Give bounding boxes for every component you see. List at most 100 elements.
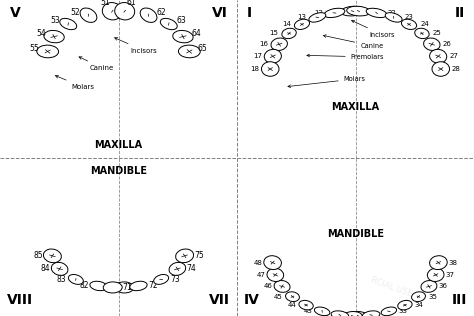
Ellipse shape <box>309 13 326 22</box>
Ellipse shape <box>60 18 77 30</box>
Text: 11: 11 <box>333 8 342 14</box>
Ellipse shape <box>432 62 449 76</box>
Text: 44: 44 <box>288 302 296 308</box>
Text: 85: 85 <box>33 251 43 260</box>
Ellipse shape <box>299 301 313 310</box>
Ellipse shape <box>274 281 290 292</box>
Text: 46: 46 <box>264 283 272 289</box>
Ellipse shape <box>346 6 370 16</box>
Text: 28: 28 <box>452 66 461 72</box>
Text: 13: 13 <box>297 15 306 21</box>
Text: 14: 14 <box>282 21 291 27</box>
Text: 64: 64 <box>191 29 201 38</box>
Ellipse shape <box>401 19 417 29</box>
Text: MANDIBLE: MANDIBLE <box>327 229 384 239</box>
Text: 84: 84 <box>41 264 50 273</box>
Ellipse shape <box>294 19 310 29</box>
Ellipse shape <box>178 45 200 58</box>
Text: I: I <box>246 6 252 20</box>
Text: 75: 75 <box>194 251 204 260</box>
Text: 65: 65 <box>198 44 207 53</box>
Text: 54: 54 <box>36 29 46 38</box>
Ellipse shape <box>271 38 287 51</box>
Text: VIII: VIII <box>7 293 33 307</box>
Text: IV: IV <box>244 293 260 307</box>
Ellipse shape <box>331 311 349 316</box>
Text: 63: 63 <box>177 16 187 25</box>
Text: MAXILLA: MAXILLA <box>94 140 143 150</box>
Ellipse shape <box>411 292 426 301</box>
Text: Incisors: Incisors <box>115 38 157 53</box>
Ellipse shape <box>366 8 387 18</box>
Text: 51: 51 <box>100 0 110 7</box>
Ellipse shape <box>140 8 157 22</box>
Ellipse shape <box>343 312 362 316</box>
Text: 23: 23 <box>405 15 413 21</box>
Ellipse shape <box>424 38 440 51</box>
Ellipse shape <box>44 249 61 263</box>
Text: 35: 35 <box>428 294 437 300</box>
Ellipse shape <box>362 311 380 316</box>
Ellipse shape <box>381 307 397 316</box>
Text: Premolars: Premolars <box>307 54 384 60</box>
Text: 45: 45 <box>274 294 283 300</box>
Text: 71: 71 <box>122 283 132 292</box>
Text: 47: 47 <box>256 272 265 278</box>
Text: Canine: Canine <box>79 57 114 71</box>
Ellipse shape <box>44 30 64 43</box>
Text: 52: 52 <box>71 8 80 16</box>
Ellipse shape <box>160 18 177 30</box>
Ellipse shape <box>68 275 83 284</box>
Text: 16: 16 <box>259 41 268 47</box>
Text: 22: 22 <box>388 10 396 16</box>
Ellipse shape <box>173 30 193 43</box>
Ellipse shape <box>415 28 429 39</box>
Text: 38: 38 <box>448 260 457 266</box>
Ellipse shape <box>264 256 282 270</box>
Ellipse shape <box>115 3 135 20</box>
Text: VII: VII <box>209 293 230 307</box>
Text: 34: 34 <box>415 302 424 308</box>
Text: 53: 53 <box>50 16 60 25</box>
Text: III: III <box>452 293 467 307</box>
Ellipse shape <box>37 45 59 58</box>
Ellipse shape <box>282 28 296 39</box>
Text: 61: 61 <box>127 0 137 7</box>
Text: 24: 24 <box>420 21 429 27</box>
Text: 74: 74 <box>187 264 196 273</box>
Ellipse shape <box>115 282 134 293</box>
Ellipse shape <box>398 301 412 310</box>
Ellipse shape <box>429 49 447 63</box>
Ellipse shape <box>341 6 365 16</box>
Ellipse shape <box>102 3 122 20</box>
Text: 83: 83 <box>57 275 66 284</box>
Ellipse shape <box>103 282 122 293</box>
Ellipse shape <box>429 256 447 270</box>
Text: 27: 27 <box>449 53 458 59</box>
Text: 62: 62 <box>157 8 166 16</box>
Text: RCIAL USE: RCIAL USE <box>369 276 413 299</box>
Ellipse shape <box>314 307 330 316</box>
Ellipse shape <box>169 262 186 275</box>
Text: 82: 82 <box>80 282 89 290</box>
Text: MANDIBLE: MANDIBLE <box>90 166 147 176</box>
Text: 73: 73 <box>171 275 180 284</box>
Ellipse shape <box>154 275 169 284</box>
Ellipse shape <box>324 8 345 18</box>
Text: 12: 12 <box>315 10 323 16</box>
Text: 42: 42 <box>321 312 330 316</box>
Ellipse shape <box>285 292 300 301</box>
Text: 41: 41 <box>340 313 348 316</box>
Text: 36: 36 <box>438 283 447 289</box>
Text: II: II <box>454 6 465 20</box>
Text: 18: 18 <box>250 66 259 72</box>
Text: 72: 72 <box>148 282 157 290</box>
Text: 32: 32 <box>381 312 390 316</box>
Text: 33: 33 <box>399 308 408 314</box>
Text: Molars: Molars <box>288 76 365 88</box>
Ellipse shape <box>349 312 368 316</box>
Text: 17: 17 <box>253 53 262 59</box>
Text: 37: 37 <box>446 272 455 278</box>
Text: V: V <box>9 6 20 20</box>
Text: Molars: Molars <box>55 76 94 90</box>
